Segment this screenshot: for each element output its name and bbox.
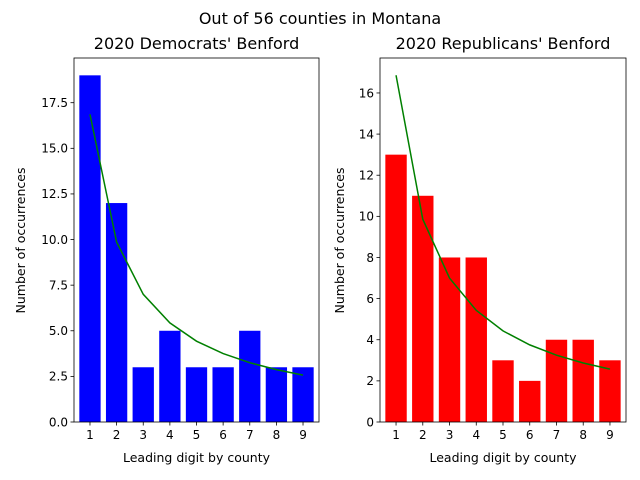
right-chart-xlabel: Leading digit by county bbox=[430, 450, 578, 465]
right-chart-benford-line bbox=[395, 75, 611, 370]
right-chart-ytick-label: 4 bbox=[366, 333, 374, 347]
right-chart-xtick-label: 8 bbox=[579, 428, 587, 442]
left-chart-xtick-label: 8 bbox=[273, 428, 281, 442]
left-chart-xtick-label: 3 bbox=[139, 428, 147, 442]
right-chart-ytick-label: 12 bbox=[359, 169, 374, 183]
left-chart-ytick-label: 17.5 bbox=[41, 96, 68, 110]
right-chart-title: 2020 Republicans' Benford bbox=[396, 34, 611, 53]
right-chart-ytick-label: 14 bbox=[359, 127, 374, 141]
left-chart-plot-area: 1 2 3 4 5 6 7 8 9 0.0 2.5 5.0 7.5 10.0 12.5 15.0 17.5 bbox=[41, 57, 320, 442]
left-chart-bar-digit-8 bbox=[265, 367, 288, 422]
left-chart-bar-digit-1 bbox=[79, 75, 101, 422]
right-chart-xtick-label: 7 bbox=[553, 428, 561, 442]
right-chart-ytick-label: 2 bbox=[366, 374, 374, 388]
left-chart-bar-digit-4 bbox=[159, 330, 181, 422]
right-chart-ytick-label: 16 bbox=[359, 86, 374, 100]
right-chart-xtick-label: 4 bbox=[472, 428, 480, 442]
left-chart-ytick-label: 12.5 bbox=[41, 187, 68, 201]
right-chart-xtick-label: 1 bbox=[392, 428, 400, 442]
left-chart-xtick-label: 9 bbox=[299, 428, 307, 442]
left-chart-xtick-label: 6 bbox=[219, 428, 227, 442]
right-chart-xtick-label: 6 bbox=[526, 428, 534, 442]
right-chart-ylabel: Number of occurrences bbox=[332, 168, 347, 314]
right-chart-ytick-label: 6 bbox=[366, 292, 374, 306]
left-chart-ytick-label: 10.0 bbox=[41, 233, 68, 247]
left-chart-ytick-label: 2.5 bbox=[49, 370, 68, 384]
left-chart-bar-digit-6 bbox=[212, 367, 234, 422]
left-chart-bar-digit-9 bbox=[292, 367, 314, 422]
left-chart-ytick-label: 5.0 bbox=[49, 324, 68, 338]
right-chart-xtick-label: 2 bbox=[419, 428, 427, 442]
left-chart-ylabel: Number of occurrences bbox=[13, 168, 28, 314]
right-chart-bar-digit-1 bbox=[385, 154, 407, 422]
right-chart-ytick-label: 8 bbox=[366, 251, 374, 265]
right-chart-bar-digit-5 bbox=[492, 360, 514, 422]
left-chart-ytick-label: 7.5 bbox=[49, 278, 68, 292]
right-chart-xtick-label: 5 bbox=[499, 428, 507, 442]
right-chart-bar-digit-3 bbox=[438, 257, 461, 422]
left-chart-xtick-label: 5 bbox=[193, 428, 201, 442]
left-chart-xtick-label: 4 bbox=[166, 428, 174, 442]
left-chart-ytick-label: 0.0 bbox=[49, 415, 68, 429]
left-chart-xtick-label: 7 bbox=[246, 428, 254, 442]
right-chart-ytick-label: 0 bbox=[366, 415, 374, 429]
left-chart-bar-digit-7 bbox=[239, 330, 261, 422]
left-chart-bar-digit-5 bbox=[185, 367, 208, 422]
left-chart-bar-digit-3 bbox=[132, 367, 154, 422]
right-chart-bar-digit-6 bbox=[519, 380, 541, 422]
right-chart-bar-digit-4 bbox=[465, 257, 487, 422]
left-chart-benford-line bbox=[89, 114, 304, 376]
left-chart-xtick-label: 2 bbox=[113, 428, 121, 442]
right-chart-bar-digit-2 bbox=[412, 195, 434, 422]
right-chart-bar-digit-9 bbox=[599, 360, 621, 422]
left-chart-bar-digit-2 bbox=[105, 203, 128, 422]
left-chart-xtick-label: 1 bbox=[86, 428, 94, 442]
right-chart: 2020 Republicans' Benford Leading digit … bbox=[332, 34, 627, 465]
figure-suptitle: Out of 56 counties in Montana bbox=[199, 9, 441, 28]
left-chart-title: 2020 Democrats' Benford bbox=[94, 34, 299, 53]
right-chart-xtick-label: 3 bbox=[446, 428, 454, 442]
left-chart: 2020 Democrats' Benford Leading digit by… bbox=[13, 34, 320, 465]
right-chart-bar-digit-8 bbox=[572, 339, 594, 422]
right-chart-ytick-label: 10 bbox=[359, 210, 374, 224]
right-chart-bar-digit-7 bbox=[545, 339, 568, 422]
left-chart-xlabel: Leading digit by county bbox=[123, 450, 271, 465]
right-chart-xtick-label: 9 bbox=[606, 428, 614, 442]
left-chart-ytick-label: 15.0 bbox=[41, 142, 68, 156]
